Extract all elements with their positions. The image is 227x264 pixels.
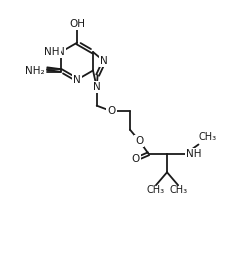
Text: NH₂: NH₂ [25, 65, 45, 76]
Text: N: N [92, 82, 100, 92]
Text: N: N [73, 75, 81, 85]
Text: CH₃: CH₃ [198, 132, 216, 142]
Text: O: O [107, 106, 115, 116]
Text: O: O [135, 136, 143, 146]
Text: CH₃: CH₃ [146, 185, 164, 195]
Text: NH: NH [185, 149, 200, 159]
Text: N: N [57, 47, 64, 57]
Text: NH: NH [44, 47, 60, 57]
Text: CH₃: CH₃ [168, 185, 186, 195]
Text: O: O [131, 154, 139, 164]
Text: OH: OH [69, 19, 85, 29]
Text: N: N [100, 56, 108, 66]
